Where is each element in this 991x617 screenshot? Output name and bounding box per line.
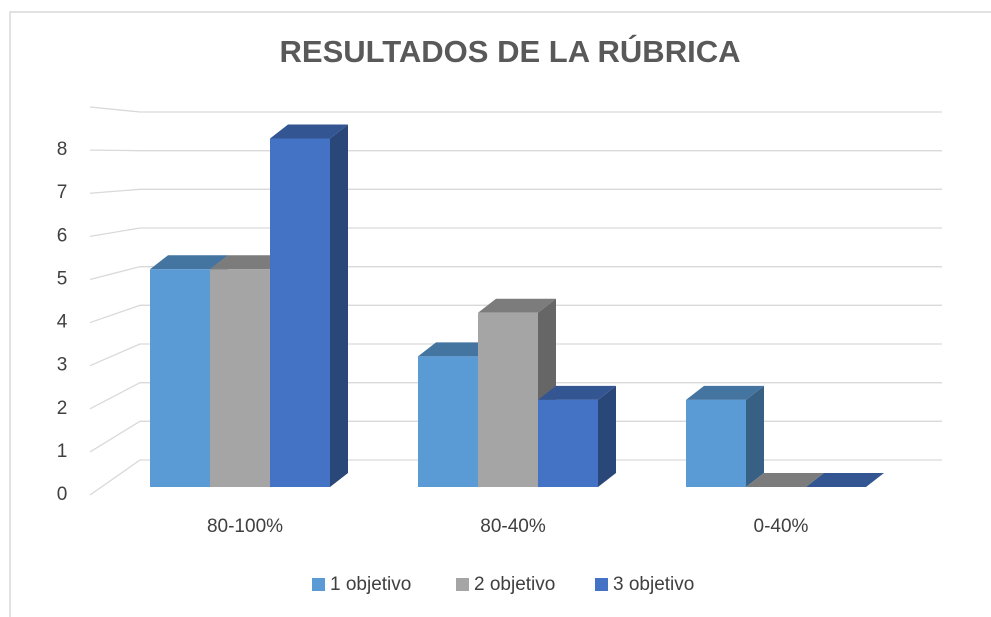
y-tick-label: 3: [57, 355, 68, 376]
bar-top: [418, 342, 496, 357]
bar-top: [538, 385, 616, 400]
legend-swatch: [456, 578, 469, 591]
bar-front: [150, 269, 210, 487]
chart-title: RESULTADOS DE LA RÚBRICA: [280, 33, 741, 69]
grid-line: [89, 459, 942, 496]
y-tick-label: 1: [57, 441, 68, 462]
legend-swatch: [595, 578, 608, 591]
bar-side: [330, 124, 348, 488]
grid-line: [89, 304, 942, 324]
legend-label: 3 objetivo: [613, 574, 694, 595]
grid-line: [89, 106, 942, 113]
legend-swatch: [312, 578, 325, 591]
bar: [538, 385, 616, 487]
grid-line: [89, 266, 942, 281]
bar-top: [746, 473, 824, 487]
bar-top: [270, 124, 348, 139]
bar: [270, 124, 348, 488]
bar-front: [686, 399, 746, 487]
grid-line: [89, 343, 942, 367]
grid-line: [89, 420, 942, 453]
bar-side: [598, 385, 616, 487]
y-tick-label: 7: [57, 182, 68, 203]
bar-front: [210, 269, 270, 487]
bar-front: [538, 399, 598, 487]
bar-front: [418, 356, 478, 487]
y-tick-label: 6: [57, 225, 68, 246]
bar-side: [746, 385, 764, 487]
bar-top: [686, 385, 764, 400]
bar-top: [806, 473, 884, 487]
y-tick-label: 2: [57, 398, 68, 419]
bar: [806, 473, 884, 487]
bar-top: [210, 255, 288, 270]
bar: [746, 473, 824, 487]
bar-front: [270, 138, 330, 488]
grid-line: [89, 382, 942, 410]
bar-top: [478, 298, 556, 313]
grid-line: [89, 149, 942, 152]
y-tick-label: 4: [57, 312, 68, 333]
bar-front: [478, 312, 538, 487]
bar-top: [150, 255, 228, 270]
y-tick-label: 5: [57, 268, 68, 289]
x-tick-label: 80-100%: [207, 516, 283, 537]
legend-label: 2 objetivo: [474, 574, 555, 595]
chart-frame: [9, 11, 991, 617]
y-tick-label: 0: [57, 484, 68, 505]
grid-line: [89, 188, 942, 194]
x-tick-label: 80-40%: [480, 516, 546, 537]
x-tick-label: 0-40%: [754, 516, 809, 537]
legend-label: 1 objetivo: [330, 574, 411, 595]
grid-line: [89, 227, 942, 237]
y-tick-label: 8: [57, 139, 68, 160]
bar: [686, 385, 764, 487]
